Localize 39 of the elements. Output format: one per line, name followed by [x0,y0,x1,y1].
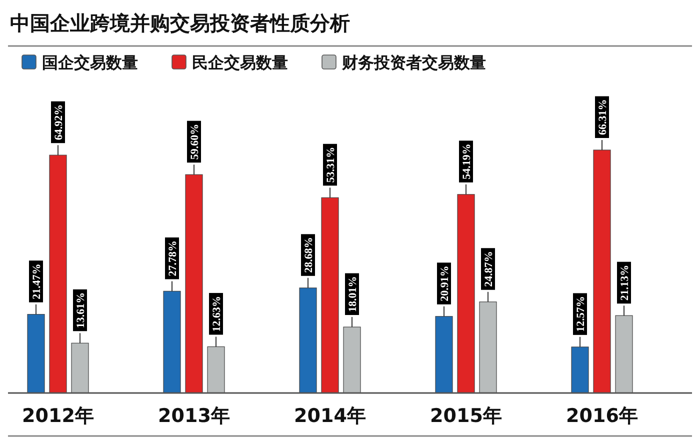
data-label: 13.61% [75,292,87,328]
data-label: 21.47% [31,264,43,300]
x-tick-label: 2016年 [566,405,638,427]
bar [163,290,181,394]
legend-label: 财务投资者交易数量 [341,53,486,72]
bar [593,150,611,394]
bar [343,326,361,394]
data-label: 20.91% [439,266,451,302]
bar [207,346,225,394]
legend-label: 国企交易数量 [42,53,138,72]
data-label: 21.13% [619,264,631,301]
bar [27,314,45,394]
bar [49,154,67,394]
bar [457,194,475,394]
bar [299,288,317,394]
data-label: 12.63% [211,296,223,332]
data-label: 53.31% [325,146,337,183]
x-tick-label: 2013年 [158,405,230,427]
data-label: 54.19% [461,144,473,180]
bar [321,197,339,394]
chart-title: 中国企业跨境并购交易投资者性质分析 [10,11,350,35]
bar [71,342,89,394]
x-tick-label: 2015年 [430,405,502,427]
x-tick-label: 2014年 [294,405,366,427]
bar [479,302,497,394]
data-label: 12.57% [575,296,587,332]
data-label: 27.78% [167,240,179,276]
bar [571,346,589,394]
data-label: 64.92% [53,104,65,140]
bar [435,316,453,394]
legend-label: 民企交易数量 [192,53,288,72]
data-label: 18.01% [347,276,359,312]
x-tick-label: 2012年 [22,405,94,427]
bar [615,315,633,394]
bar [185,174,203,394]
data-label: 59.60% [189,124,201,160]
data-label: 28.68% [303,237,315,273]
data-label: 66.31% [597,99,609,135]
data-label: 24.87% [483,251,495,287]
